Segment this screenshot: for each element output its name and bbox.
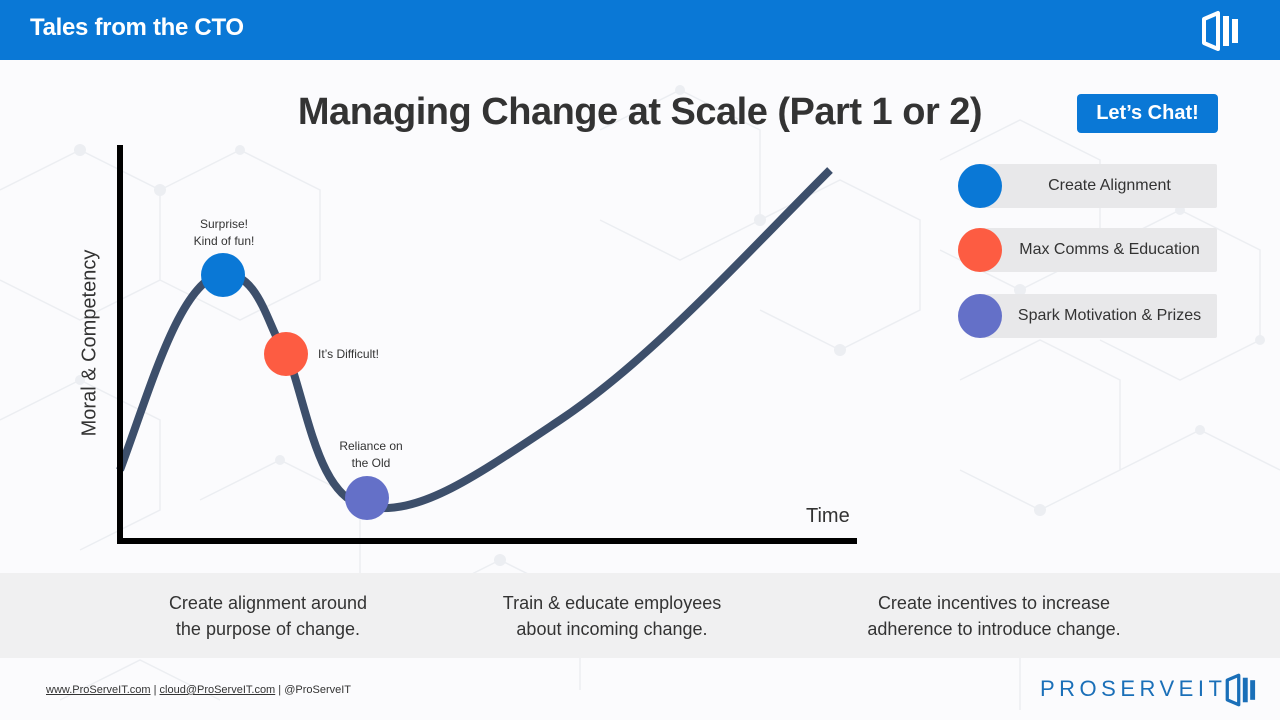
summary-band [0,573,1280,658]
legend-bar [980,294,1217,338]
twitter-handle: @ProServeIT [284,684,352,696]
separator: | [278,684,282,696]
difficult-annotation: It’s Difficult! [318,347,379,361]
summary-column-alignment: Create alignment around the purpose of c… [168,593,368,639]
legend-label: Create Alignment [1048,177,1171,194]
lets-chat-button[interactable]: Let’s Chat! [1077,94,1218,133]
legend-bar [980,228,1217,272]
proserveit-cube-icon [1202,11,1238,51]
y-axis-label: Moral & Competency [78,249,101,437]
email-link[interactable]: cloud@ProServeIT.com [159,684,276,696]
summary-column-incentives: Create incentives to increase adherence … [867,593,1121,639]
peak-marker [201,253,245,297]
legend-item-create-alignment: Create Alignment [958,164,1218,208]
footer-links: www.ProServeIT.com | cloud@ProServeIT.co… [46,684,351,696]
legend-item-spark-motivation: Spark Motivation & Prizes [958,294,1218,338]
purple-dot-icon [958,294,1002,338]
summary-column-education: Train & educate employees about incoming… [502,593,722,639]
legend-item-max-comms: Max Comms & Education [958,228,1218,272]
legend-label: Max Comms & Education [1019,241,1200,258]
legend-label: Spark Motivation & Prizes [1017,307,1202,324]
separator: | [153,684,157,696]
header-title: Tales from the CTO [30,14,244,41]
website-link[interactable]: www.ProServeIT.com [46,684,151,696]
trough-annotation: Reliance on the Old [339,439,403,470]
x-axis-label: Time [806,505,850,527]
legend-bar [980,164,1217,208]
orange-dot-icon [958,228,1002,272]
slide-title: Managing Change at Scale (Part 1 or 2) [297,91,983,133]
blue-dot-icon [958,164,1002,208]
difficult-marker [264,332,308,376]
proserveit-cube-icon [1225,673,1256,707]
peak-annotation: Surprise! Kind of fun! [193,217,255,248]
trough-marker [345,476,389,520]
header-bar: Tales from the CTO [0,0,1280,60]
brand-wordmark: PROSERVEIT [1040,676,1227,701]
